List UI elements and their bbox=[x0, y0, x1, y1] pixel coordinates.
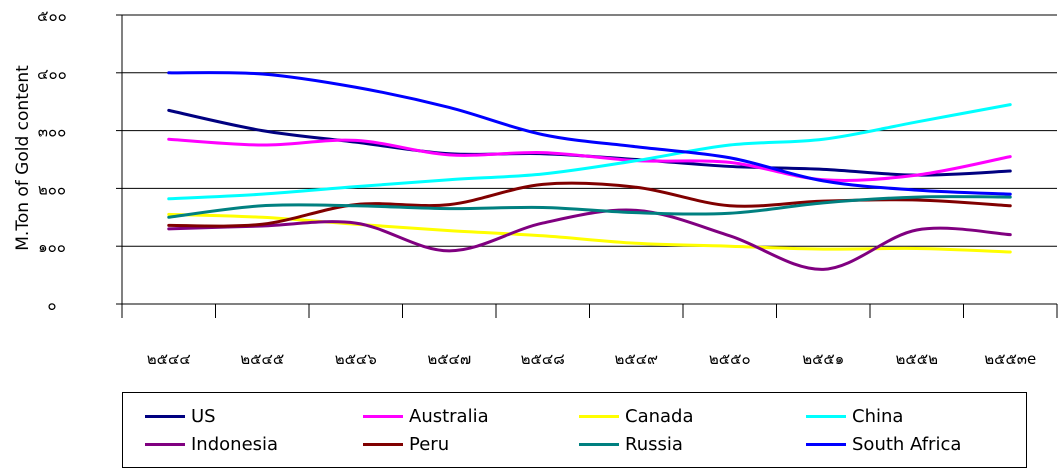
series-line-south-africa bbox=[167, 71, 1012, 196]
x-tick-labels: ๒๕๔๔ ๒๕๔๕ ๒๕๔๖ ๒๕๔๗ ๒๕๔๘ ๒๕๔๙ ๒๕๕๐ ๒๕๕๑ ๒๕๕๒ ๒๕๕๓… bbox=[147, 350, 1037, 368]
y-tick-label: ๕๐๐ bbox=[37, 7, 67, 25]
x-tick-label: ๒๕๔๖ bbox=[335, 350, 377, 368]
legend-swatch bbox=[806, 442, 846, 446]
legend-label: Australia bbox=[409, 405, 489, 427]
legend-swatch bbox=[145, 414, 185, 418]
legend-item-indonesia: Indonesia bbox=[145, 431, 278, 457]
y-tick-label: ๑๐๐ bbox=[38, 238, 66, 256]
x-tick-label: ๒๕๕๓e bbox=[984, 350, 1036, 368]
legend-label: US bbox=[191, 405, 216, 427]
legend-swatch bbox=[363, 442, 403, 446]
legend-label: Canada bbox=[625, 405, 694, 427]
x-tick-label: ๒๕๔๙ bbox=[614, 350, 658, 368]
x-tick-label: ๒๕๕๐ bbox=[709, 350, 751, 368]
legend-item-canada: Canada bbox=[579, 403, 694, 429]
y-tick-label: ๔๐๐ bbox=[37, 65, 67, 83]
y-axis-label: M.Ton of Gold content bbox=[13, 65, 33, 251]
legend-item-us: US bbox=[145, 403, 216, 429]
legend-swatch bbox=[145, 442, 185, 446]
legend: US Australia Canada China Indonesia Peru Russi… bbox=[122, 392, 1027, 468]
y-tick-labels: ๐ ๑๐๐ ๒๐๐ ๓๐๐ ๔๐๐ ๕๐๐ bbox=[37, 7, 67, 314]
legend-swatch bbox=[579, 442, 619, 446]
series-line-china bbox=[167, 103, 1012, 201]
x-tick-label: ๒๕๕๑ bbox=[802, 350, 844, 368]
legend-item-australia: Australia bbox=[363, 403, 489, 429]
legend-label: Indonesia bbox=[191, 433, 279, 455]
legend-swatch bbox=[806, 414, 846, 418]
axes bbox=[116, 14, 1058, 318]
legend-item-china: China bbox=[806, 403, 903, 429]
series-lines bbox=[167, 71, 1012, 271]
legend-label: China bbox=[852, 405, 904, 427]
series-line-canada bbox=[167, 212, 1012, 254]
legend-item-south-africa: South Africa bbox=[806, 431, 961, 457]
legend-label: Peru bbox=[409, 433, 450, 455]
x-tick-label: ๒๕๔๘ bbox=[521, 350, 565, 368]
legend-swatch bbox=[363, 414, 403, 418]
y-tick-label: ๓๐๐ bbox=[38, 123, 67, 141]
series-line-russia bbox=[167, 195, 1012, 219]
x-tick-label: ๒๕๔๔ bbox=[147, 350, 191, 368]
series-line-indonesia bbox=[167, 208, 1012, 271]
y-tick-label: ๒๐๐ bbox=[38, 180, 66, 198]
x-tick-label: ๒๕๔๗ bbox=[427, 350, 471, 368]
x-tick-label: ๒๕๔๕ bbox=[240, 350, 284, 368]
y-tick-label: ๐ bbox=[47, 296, 56, 314]
legend-label: Russia bbox=[625, 433, 683, 455]
x-tick-label: ๒๕๕๒ bbox=[896, 350, 938, 368]
legend-swatch bbox=[579, 414, 619, 418]
legend-label: South Africa bbox=[852, 433, 962, 455]
series-line-australia bbox=[167, 137, 1012, 182]
legend-item-peru: Peru bbox=[363, 431, 449, 457]
legend-item-russia: Russia bbox=[579, 431, 683, 457]
